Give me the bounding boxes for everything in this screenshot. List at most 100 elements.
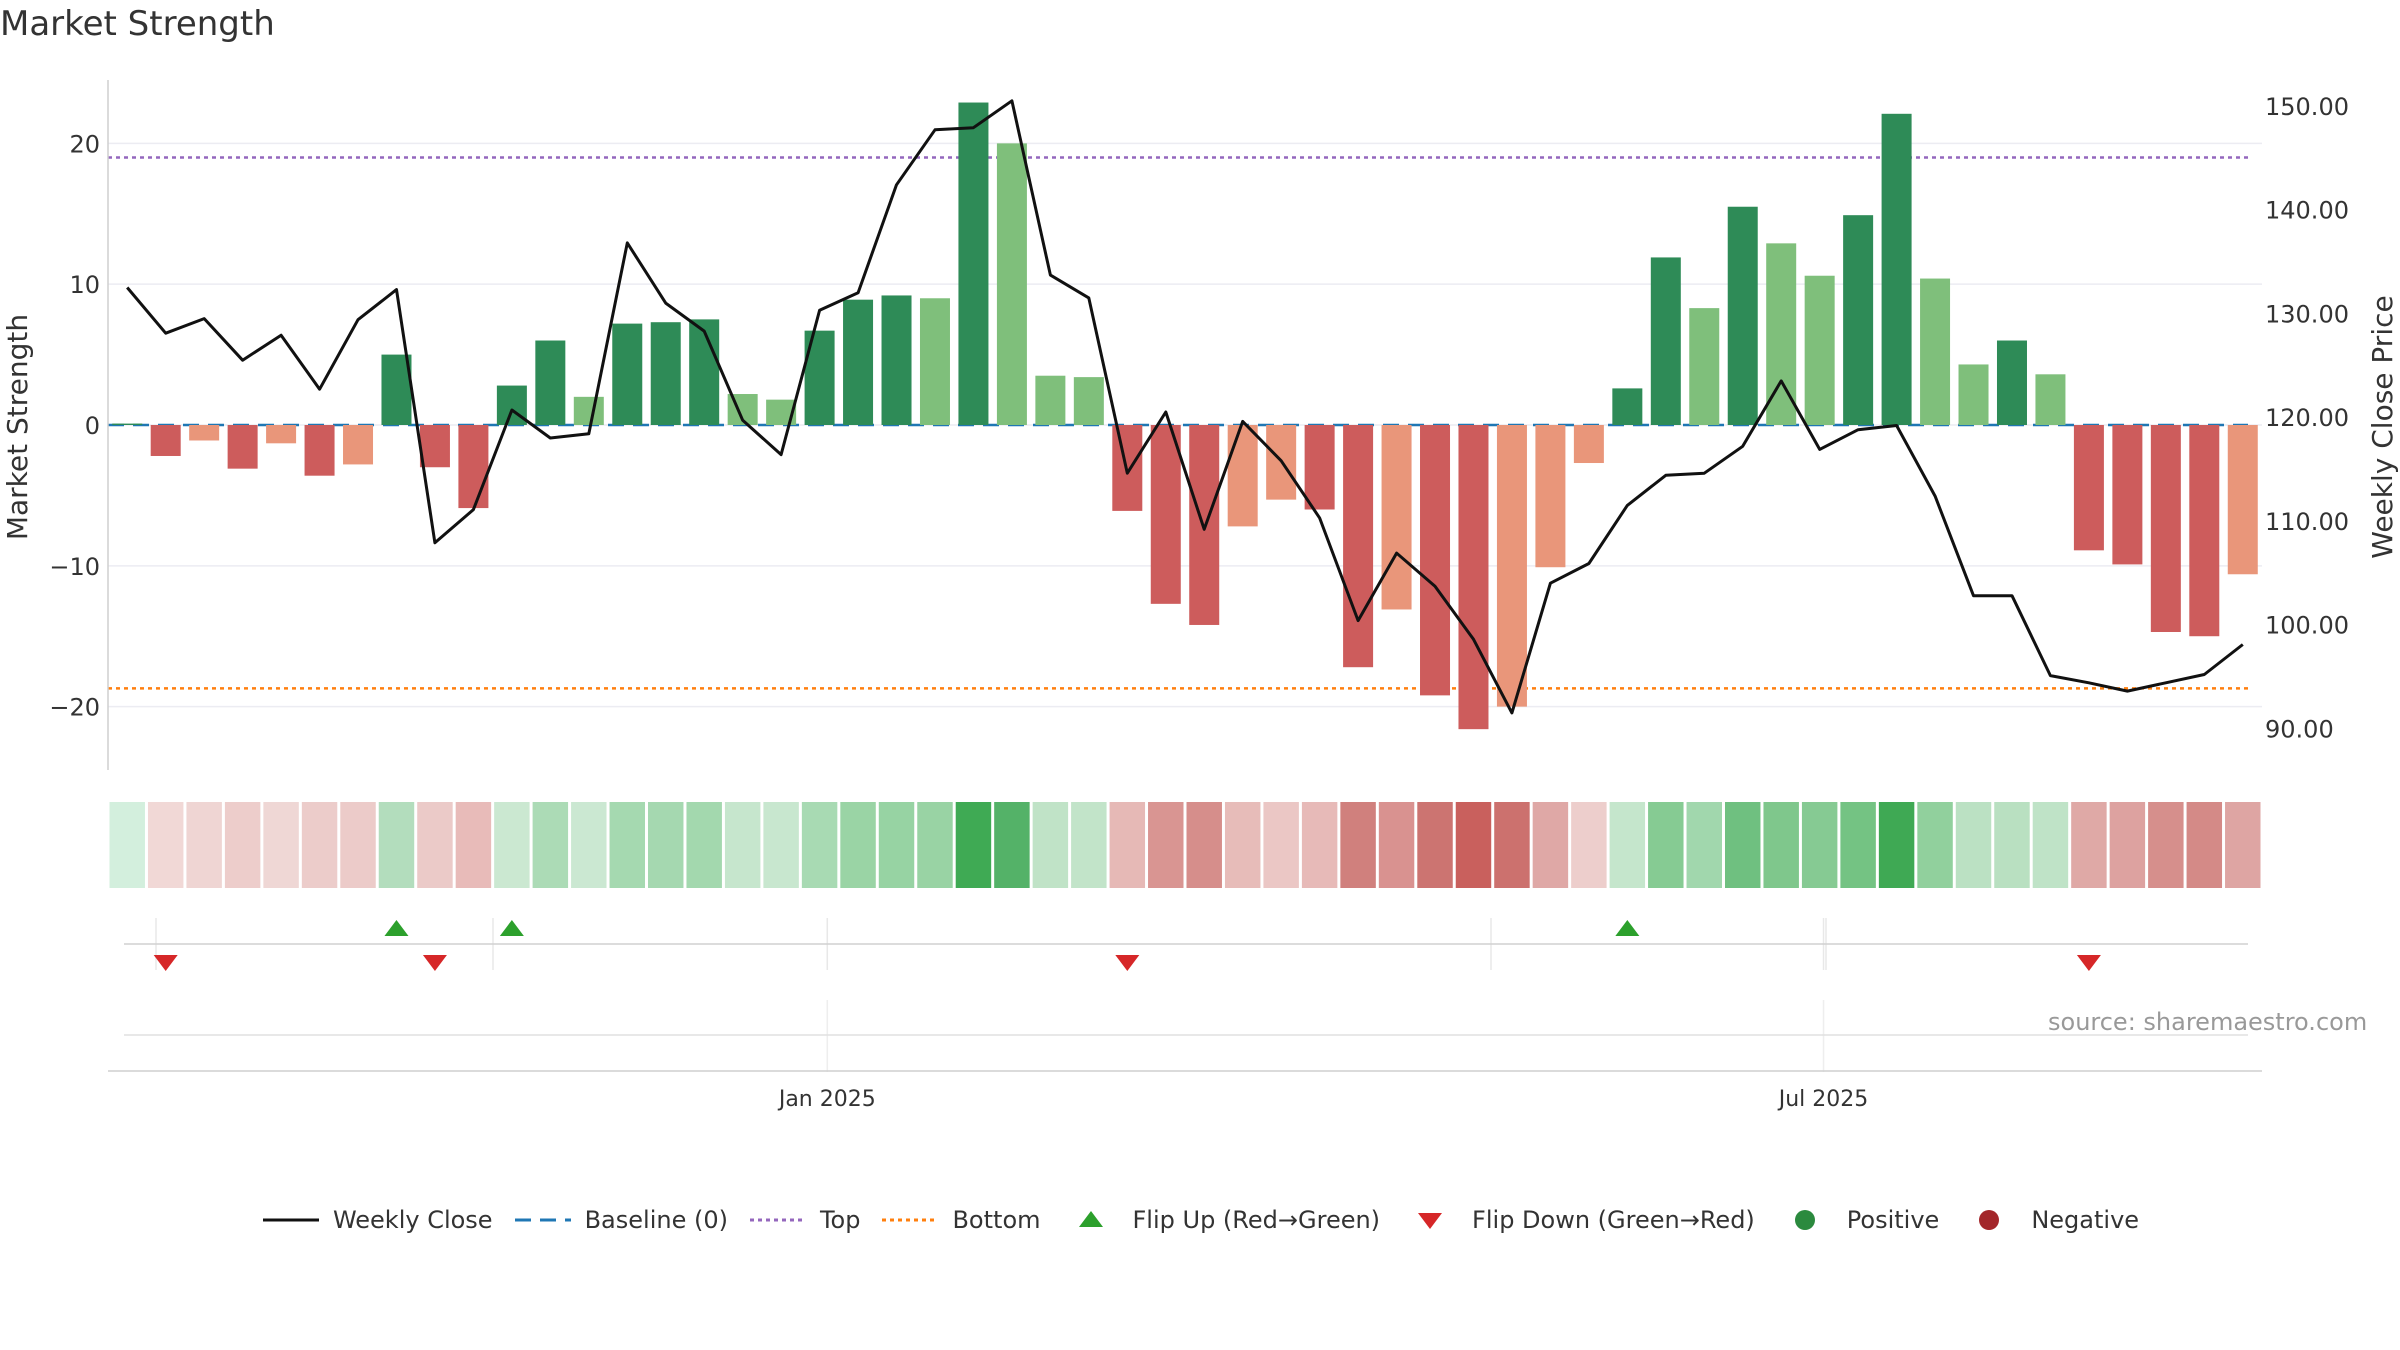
heat-cell bbox=[571, 802, 607, 888]
strength-bar bbox=[1535, 425, 1566, 568]
strength-bar bbox=[458, 425, 489, 509]
flip-up-marker bbox=[499, 920, 524, 936]
flip-down-marker bbox=[422, 955, 447, 971]
heat-cell bbox=[917, 802, 953, 888]
heat-cell bbox=[2071, 802, 2107, 888]
heat-cell bbox=[994, 802, 1030, 888]
heat-cell bbox=[609, 802, 645, 888]
strength-bar bbox=[612, 323, 643, 425]
legend-swatch bbox=[1078, 1211, 1103, 1227]
heat-cell bbox=[1494, 802, 1530, 888]
legend-label: Top bbox=[819, 1206, 861, 1234]
strength-bar bbox=[1727, 206, 1758, 425]
strength-bar bbox=[189, 425, 220, 441]
y-tick-label: 10 bbox=[69, 271, 100, 299]
heat-cell bbox=[109, 802, 145, 888]
legend-swatch bbox=[1979, 1210, 2000, 1230]
heat-cell bbox=[1224, 802, 1261, 888]
heat-cell bbox=[878, 802, 915, 888]
heat-cell bbox=[1378, 802, 1415, 888]
legend-swatch bbox=[1794, 1210, 1815, 1230]
legend-label: Weekly Close bbox=[332, 1206, 493, 1234]
flip-up-marker bbox=[384, 920, 409, 936]
legend-swatch bbox=[749, 1218, 806, 1222]
flip-markers bbox=[124, 918, 2248, 971]
x-tick-label: Jan 2025 bbox=[777, 1087, 876, 1112]
heat-cell bbox=[2109, 802, 2146, 888]
legend-item: Negative bbox=[1959, 1206, 2139, 1234]
strength-bar bbox=[1843, 215, 1874, 425]
flip-down-marker bbox=[2076, 955, 2101, 971]
strength-bar bbox=[2227, 425, 2258, 575]
y-right-tick-label: 140.00 bbox=[2265, 197, 2349, 225]
strength-bar bbox=[1996, 340, 2027, 425]
weekly-close-line bbox=[126, 99, 2244, 715]
y-right-tick-label: 150.00 bbox=[2265, 93, 2349, 121]
strength-bar bbox=[996, 143, 1027, 425]
heat-cell bbox=[1686, 802, 1722, 888]
strength-bars bbox=[112, 102, 2258, 730]
heat-cell bbox=[1186, 802, 1222, 888]
heat-cell bbox=[840, 802, 876, 888]
heat-cell bbox=[1801, 802, 1838, 888]
y-tick-label: 20 bbox=[69, 130, 100, 158]
heat-cell bbox=[2186, 802, 2223, 888]
heat-cell bbox=[340, 802, 376, 888]
heat-cell bbox=[1032, 802, 1069, 888]
heat-cell bbox=[801, 802, 838, 888]
legend-swatch bbox=[1418, 1213, 1443, 1229]
y-axis-title: Market Strength bbox=[1, 314, 34, 540]
legend-item: Weekly Close bbox=[261, 1206, 493, 1234]
heat-cell bbox=[1609, 802, 1646, 888]
heat-cell bbox=[1455, 802, 1492, 888]
weekly-close-series bbox=[126, 99, 2244, 715]
heat-cell bbox=[1071, 802, 1107, 888]
heat-cell bbox=[1955, 802, 1992, 888]
strength-bar bbox=[2073, 425, 2104, 551]
legend-label: Flip Down (Green→Red) bbox=[1472, 1206, 1755, 1234]
strength-bar bbox=[1304, 425, 1335, 510]
y-tick-label: −20 bbox=[49, 694, 100, 722]
strength-bar bbox=[573, 396, 604, 425]
heat-cell bbox=[532, 802, 569, 888]
legend-swatch bbox=[262, 1218, 319, 1222]
heat-cell bbox=[1763, 802, 1799, 888]
strength-bar bbox=[1227, 425, 1258, 527]
legend-item: Baseline (0) bbox=[513, 1206, 728, 1234]
heat-cell bbox=[1840, 802, 1876, 888]
strength-bar bbox=[1920, 278, 1951, 425]
heat-cell bbox=[2032, 802, 2069, 888]
strength-bar bbox=[919, 298, 950, 425]
heat-cell bbox=[455, 802, 492, 888]
legend-swatch bbox=[882, 1218, 939, 1222]
strength-bar bbox=[1458, 425, 1489, 730]
strength-bar bbox=[958, 102, 989, 425]
x-axis: Jan 2025 Jul 2025 bbox=[108, 1000, 2262, 1112]
strength-bar bbox=[2112, 425, 2143, 565]
strength-bar bbox=[881, 295, 912, 425]
legend-item: Top bbox=[748, 1206, 861, 1234]
heat-cell bbox=[1571, 802, 1607, 888]
heat-cell bbox=[1878, 802, 1915, 888]
heat-cell bbox=[1725, 802, 1761, 888]
strength-bar bbox=[1612, 388, 1643, 425]
heat-cell bbox=[1994, 802, 2030, 888]
heat-cell bbox=[1340, 802, 1376, 888]
strength-bar bbox=[381, 354, 412, 425]
heat-cell bbox=[1301, 802, 1338, 888]
heat-cell bbox=[1417, 802, 1453, 888]
strength-bar bbox=[343, 425, 374, 465]
heat-cell bbox=[494, 802, 530, 888]
heat-cell bbox=[955, 802, 992, 888]
strength-bar bbox=[843, 299, 874, 425]
chart-title: Market Strength bbox=[0, 4, 275, 44]
legend-label: Bottom bbox=[952, 1206, 1041, 1234]
heat-cell bbox=[2225, 802, 2261, 888]
legend-label: Flip Up (Red→Green) bbox=[1132, 1206, 1381, 1234]
flip-up-marker bbox=[1615, 920, 1640, 936]
strength-bar bbox=[1381, 425, 1412, 610]
strength-bar bbox=[266, 425, 297, 444]
heat-cell bbox=[263, 802, 299, 888]
heat-cell bbox=[648, 802, 684, 888]
